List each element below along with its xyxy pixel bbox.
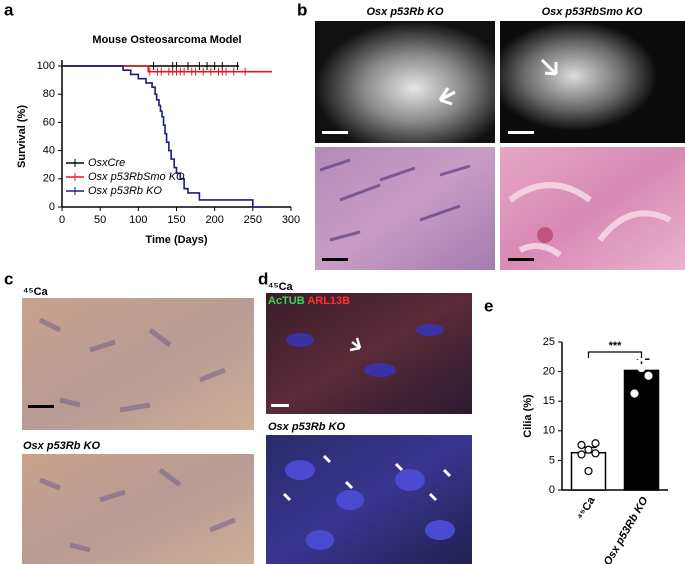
image-label: ⁴⁵Ca xyxy=(268,281,294,293)
x-tick-label: 200 xyxy=(205,214,223,226)
panel-letter: c xyxy=(4,269,13,288)
data-point xyxy=(591,449,600,458)
legend-label: OsxCre xyxy=(88,157,125,169)
data-point xyxy=(591,439,600,448)
y-tick-label: 20 xyxy=(43,173,55,185)
y-axis-label: Cilia (%) xyxy=(522,394,534,438)
image-label: Osx p53Rb KO xyxy=(23,440,100,452)
y-tick-label: 10 xyxy=(543,425,555,437)
y-tick-label: 0 xyxy=(49,201,55,213)
chart-title: Mouse Osteosarcoma Model xyxy=(92,34,241,46)
y-tick-label: 5 xyxy=(549,454,555,466)
data-point xyxy=(637,363,646,373)
column-label: Osx p53Rb KO xyxy=(366,6,443,18)
x-tick-label: ⁴⁵Ca xyxy=(575,494,598,522)
stain-label: ARL13B xyxy=(307,295,350,307)
bar xyxy=(623,369,660,491)
xray-image xyxy=(500,21,685,143)
ihc-image xyxy=(22,454,254,564)
x-tick-label: 150 xyxy=(167,214,185,226)
data-point xyxy=(630,389,639,398)
data-point xyxy=(577,440,586,450)
x-tick-label: 250 xyxy=(244,214,262,226)
x-tick-label: 300 xyxy=(282,214,300,226)
x-axis-label: Time (Days) xyxy=(145,234,207,246)
panel-letter: a xyxy=(4,0,14,19)
y-tick-label: 25 xyxy=(543,336,555,348)
survival-curve xyxy=(62,65,272,73)
y-tick-label: 20 xyxy=(543,366,555,378)
data-point xyxy=(630,352,639,361)
image-label: Osx p53Rb KO xyxy=(268,421,345,433)
panel-letter: b xyxy=(297,0,307,19)
y-tick-label: 60 xyxy=(43,116,55,128)
x-tick-label: 50 xyxy=(94,214,106,226)
y-tick-label: 100 xyxy=(37,60,55,72)
x-tick-label: 0 xyxy=(59,214,65,226)
panel-letter: d xyxy=(258,269,268,288)
data-point xyxy=(584,445,593,454)
y-tick-label: 80 xyxy=(43,88,55,100)
survival-curve xyxy=(62,65,265,208)
y-tick-label: 40 xyxy=(43,145,55,157)
data-point xyxy=(577,450,586,459)
ihc-image xyxy=(22,298,254,430)
significance-bracket xyxy=(587,351,643,358)
stain-label: AcTUB xyxy=(268,295,305,307)
image-label: ⁴⁵Ca xyxy=(23,286,49,298)
panel-letter: e xyxy=(484,296,493,315)
y-tick-label: 0 xyxy=(549,484,555,496)
xray-image xyxy=(315,21,495,143)
data-point xyxy=(584,466,593,476)
if-image xyxy=(266,293,472,414)
stain-legend: AcTUB ARL13B xyxy=(268,295,350,307)
legend-label: Osx p53RbSmo KO xyxy=(88,171,185,183)
y-axis-label: Survival (%) xyxy=(16,105,28,168)
x-tick-label: Osx p53Rb KO xyxy=(602,495,651,564)
column-label: Osx p53RbSmo KO xyxy=(542,6,643,18)
data-point xyxy=(644,371,653,380)
significance-label: *** xyxy=(609,340,623,352)
legend-label: Osx p53Rb KO xyxy=(88,185,162,197)
x-tick-label: 100 xyxy=(129,214,147,226)
histology-image xyxy=(500,147,685,270)
histology-image xyxy=(315,147,495,270)
if-image xyxy=(266,435,472,564)
y-tick-label: 15 xyxy=(543,395,555,407)
